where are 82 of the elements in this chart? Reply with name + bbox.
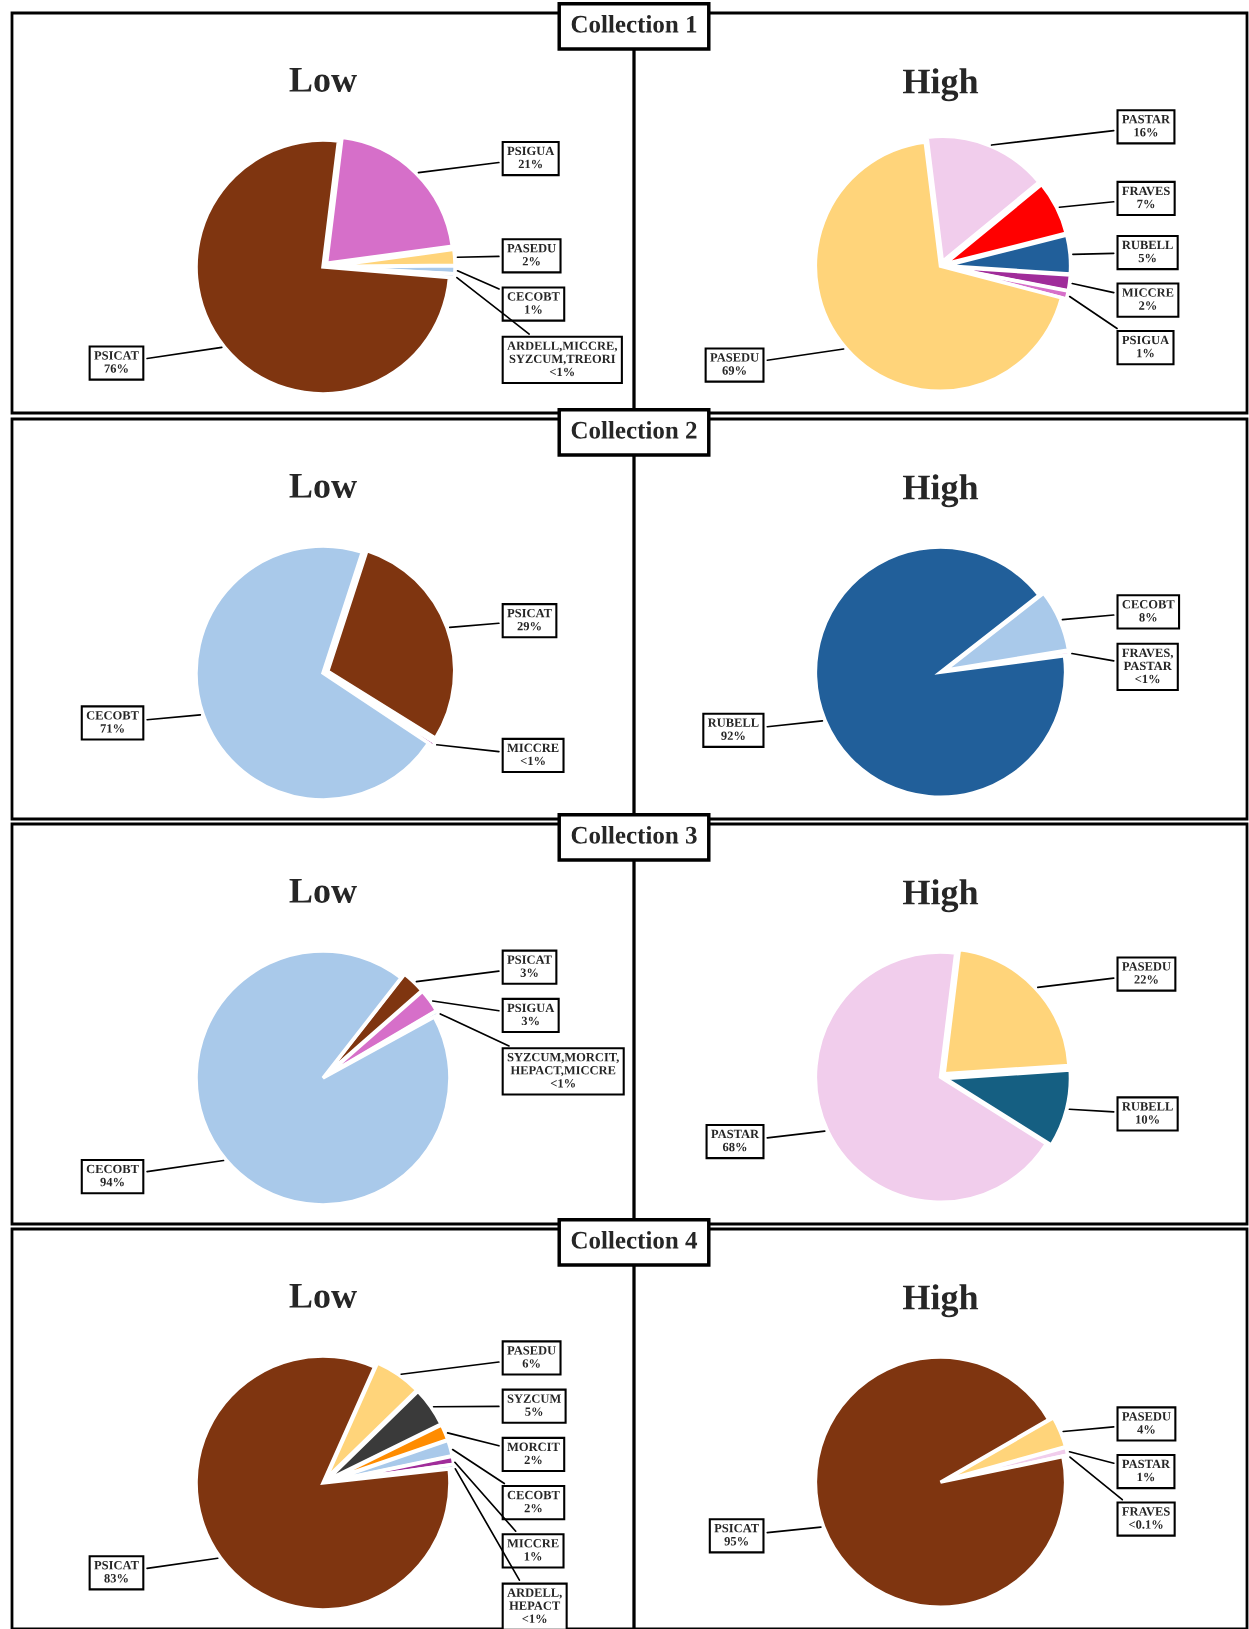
slice-label: SYZCUM [507, 1394, 561, 1403]
data-label: 68% [722, 1142, 747, 1152]
slice-label: RUBELL [1122, 240, 1173, 250]
slice-label: ARDELL,MICCRE, SYZCUM,TREORI [507, 341, 618, 365]
slice-label: PASEDU [710, 353, 759, 362]
data-label: 69% [722, 366, 746, 375]
text: Collection 1 [571, 15, 697, 33]
data-label: 16% [1134, 128, 1158, 137]
slice-label: MORCIT [507, 1442, 560, 1452]
data-label: 7% [1137, 199, 1155, 209]
slice-label: CECOBT [86, 1164, 139, 1174]
data-label: 29% [517, 621, 541, 631]
data-label: 2% [1139, 301, 1157, 310]
slice-label: PSIGUA [507, 146, 555, 156]
slice-label: PSICAT [94, 351, 139, 360]
data-label: <1% [522, 1614, 547, 1623]
text: Collection 4 [571, 1231, 698, 1249]
slice-label: FRAVES, PASTAR [1122, 648, 1173, 671]
slice-label: MICCRE [507, 1539, 559, 1548]
data-label: 2% [524, 1503, 542, 1513]
data-label: <1% [1135, 674, 1160, 684]
text: Collection 3 [571, 826, 697, 844]
slice-label: PASEDU [1122, 1412, 1171, 1421]
slice-label: PSICAT [714, 1523, 759, 1533]
slice-label: FRAVES [1122, 186, 1170, 196]
data-label: 1% [525, 305, 542, 314]
slice-label: PASTAR [711, 1129, 760, 1139]
slice-label: PASTAR [1122, 1459, 1171, 1469]
slice-label: CECOBT [86, 711, 139, 720]
slice-label: ARDELL, HEPACT [507, 1588, 562, 1610]
data-label: 8% [1139, 613, 1157, 622]
data-label: 3% [521, 1016, 539, 1026]
chart-title: Low [289, 878, 357, 903]
data-label: 2% [524, 1455, 542, 1465]
slice-label: RUBELL [707, 718, 759, 727]
slice-label: FRAVES [1122, 1507, 1170, 1516]
slice-label: PASEDU [1122, 962, 1171, 971]
data-label: 6% [522, 1359, 540, 1368]
data-label: 21% [518, 159, 542, 169]
data-label: <1% [549, 367, 575, 377]
data-label: 1% [1137, 1472, 1155, 1482]
data-label: 22% [1134, 975, 1158, 984]
slice-label: RUBELL [1122, 1102, 1173, 1111]
slice-label: PSICAT [507, 608, 552, 618]
chart-title: High [902, 68, 979, 102]
slice-label: PSIGUA [1122, 335, 1170, 345]
data-label: 2% [522, 257, 540, 266]
data-label: 1% [1137, 348, 1154, 358]
data-label: 5% [525, 1407, 543, 1416]
slice-label: CECOBT [507, 1490, 560, 1500]
slice-label: CECOBT [507, 292, 560, 301]
data-label: 92% [721, 731, 745, 740]
data-label: <1% [520, 756, 545, 766]
data-label: 5% [1138, 253, 1156, 263]
data-label: 83% [104, 1574, 128, 1583]
slice-label: PSICAT [507, 955, 552, 964]
slice-label: PSIGUA [507, 1003, 555, 1013]
chart-title: Low [289, 473, 357, 498]
data-label: 3% [520, 968, 538, 977]
data-label: 10% [1136, 1115, 1159, 1124]
slice-label: SYZCUM,MORCIT, HEPACT,MICCRE [507, 1052, 619, 1077]
data-label: 94% [100, 1177, 124, 1187]
chart-title: High [902, 474, 979, 508]
data-label: 1% [524, 1552, 542, 1561]
chart-title: High [902, 1284, 979, 1318]
data-label: 71% [100, 724, 124, 733]
chart-title: High [902, 879, 979, 913]
data-label: 95% [724, 1536, 748, 1546]
slice-label: PASEDU [507, 244, 556, 253]
chart-title: Low [289, 1283, 357, 1308]
chart-title: Low [289, 67, 357, 92]
data-label: <0.1% [1129, 1520, 1163, 1529]
slice-label: CECOBT [1122, 600, 1175, 609]
slice-label: PSICAT [94, 1561, 139, 1570]
slice-label: MICCRE [507, 743, 559, 753]
data-label: 76% [104, 364, 128, 373]
text: Collection 2 [571, 421, 697, 439]
slice-label: PASTAR [1122, 114, 1171, 124]
slice-label: MICCRE [1122, 288, 1174, 297]
data-label: 4% [1137, 1425, 1155, 1434]
data-label: <1% [550, 1079, 575, 1088]
slice-label: PASEDU [507, 1346, 556, 1355]
